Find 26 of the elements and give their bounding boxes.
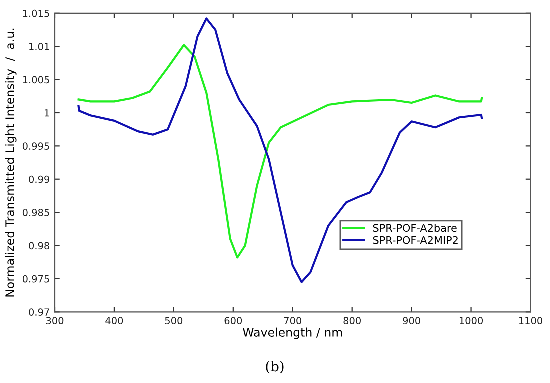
y-tick-label: 0.99 <box>29 176 50 184</box>
x-tick-label: 1000 <box>460 317 484 325</box>
x-tick-label: 500 <box>165 317 183 325</box>
x-tick-label: 800 <box>344 317 361 325</box>
x-tick-label: 600 <box>224 317 242 325</box>
x-tick-label: 1100 <box>519 317 542 325</box>
y-tick-label: 0.995 <box>22 142 50 150</box>
y-axis-title: Normalized Transmitted Light Intensity / a.u. <box>5 28 17 297</box>
x-tick-label: 300 <box>46 317 64 325</box>
y-tick-label: 0.985 <box>22 209 50 216</box>
y-tick-label: 1 <box>45 110 50 117</box>
y-tick-label: 1.01 <box>30 43 50 50</box>
legend-label: SPR-POF-A2MIP2 <box>373 236 458 244</box>
text: (b) <box>266 360 284 374</box>
line-series <box>78 44 484 259</box>
y-tick-label: 0.975 <box>22 275 50 283</box>
legend-label: SPR-POF-A2bare <box>373 224 457 232</box>
x-tick-label: 700 <box>284 317 302 325</box>
y-tick-label: 0.98 <box>29 242 50 250</box>
x-axis-title: Wavelength / nm <box>243 328 342 340</box>
x-tick-label: 400 <box>106 317 124 325</box>
y-tick-label: 1.015 <box>23 10 50 18</box>
line-series <box>78 18 484 284</box>
y-tick-label: 1.005 <box>23 76 50 84</box>
x-tick-label: 900 <box>403 317 420 325</box>
y-tick-label: 0.97 <box>29 308 50 316</box>
